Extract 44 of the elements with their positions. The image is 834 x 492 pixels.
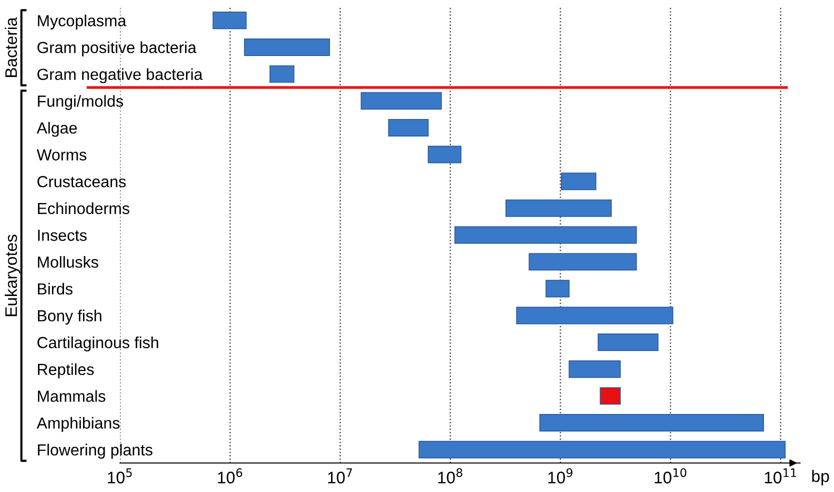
y-tick-label: Cartilaginous fish xyxy=(37,336,158,352)
text: Eukaryotes xyxy=(4,234,20,316)
bar xyxy=(546,280,570,298)
x-tick-label: 10$^{6}$ xyxy=(218,468,242,484)
y-tick-label: Gram negative bacteria xyxy=(37,68,203,84)
bar xyxy=(516,306,674,324)
y-tick-label: Reptiles xyxy=(38,363,94,378)
bar xyxy=(539,414,764,432)
bar xyxy=(270,65,294,83)
x-tick-label: 10$^{5}$ xyxy=(108,468,132,484)
bar xyxy=(360,92,442,110)
y-tick-label: Mammals xyxy=(38,390,106,402)
y-tick-label: Flowering plants xyxy=(38,444,152,459)
bar xyxy=(600,387,621,405)
y-tick-label: Fungi/molds xyxy=(38,95,124,110)
bar xyxy=(506,199,612,217)
y-tick-label: Amphibians xyxy=(36,416,120,432)
y-tick-label: Echinoderms xyxy=(38,202,130,214)
x-tick-label: 10$^{11}$ xyxy=(764,468,796,484)
bar xyxy=(560,172,596,190)
x-tick-label: 10$^{9}$ xyxy=(548,468,572,484)
y-tick-label: Birds xyxy=(38,282,72,295)
y-tick-label: Mollusks xyxy=(38,256,98,268)
y-tick-label: Bony fish xyxy=(38,310,102,325)
text: Bacteria xyxy=(4,17,18,77)
bar xyxy=(428,146,462,164)
bar xyxy=(212,12,247,30)
y-tick-label: Gram positive bacteria xyxy=(37,41,196,56)
x-axis-title: bp xyxy=(812,470,829,486)
bar xyxy=(454,226,637,244)
y-tick-label: Mycoplasma xyxy=(38,14,126,30)
bar xyxy=(568,360,621,378)
bar xyxy=(244,38,330,56)
bar xyxy=(388,118,429,136)
x-tick-label: 10$^{7}$ xyxy=(328,468,352,484)
bar xyxy=(418,440,786,458)
bar xyxy=(528,253,637,271)
y-tick-label: Insects xyxy=(38,230,87,241)
y-tick-label: Worms xyxy=(36,149,86,160)
x-tick-label: 10$^{8}$ xyxy=(438,468,462,484)
y-tick-label: Algae xyxy=(36,122,77,137)
x-tick-label: 10$^{10}$ xyxy=(654,468,686,484)
bar xyxy=(598,334,658,352)
y-tick-label: Crustaceans xyxy=(37,176,126,188)
